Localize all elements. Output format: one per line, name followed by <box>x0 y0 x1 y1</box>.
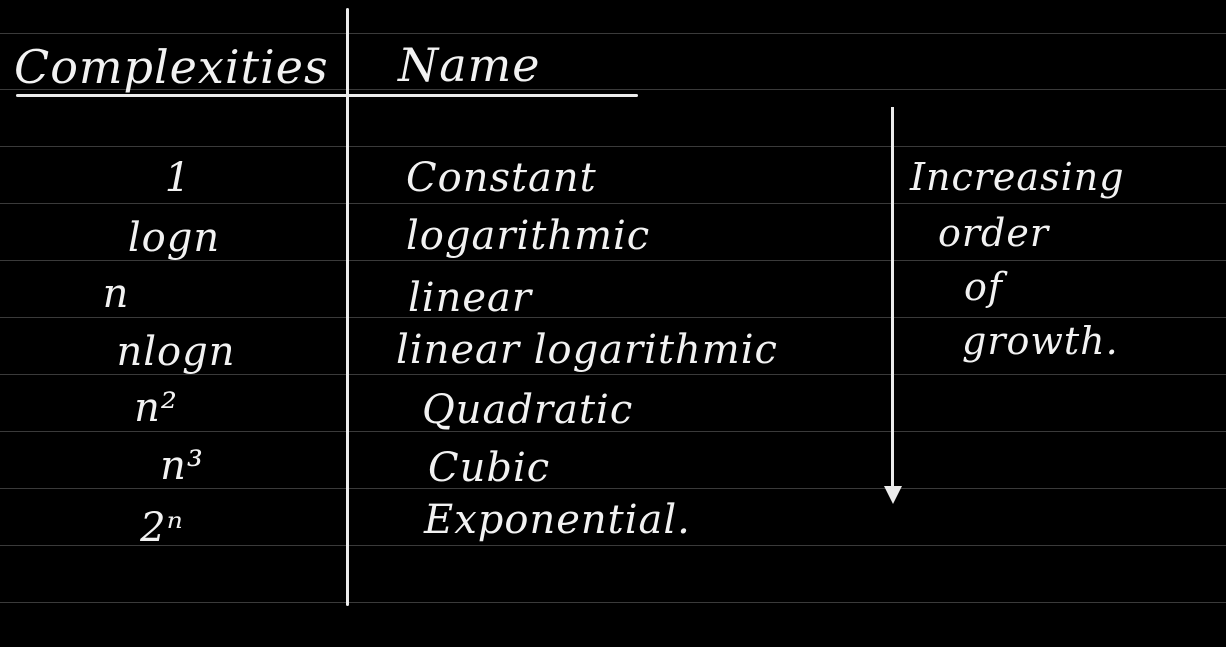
column-divider <box>346 8 349 606</box>
down-arrow-icon <box>891 107 894 491</box>
annotation-line: order <box>938 211 1050 255</box>
ruled-line <box>0 317 1226 318</box>
ruled-line <box>0 374 1226 375</box>
complexity-cell: n <box>102 271 130 317</box>
complexity-cell: n² <box>134 385 178 431</box>
name-cell: Exponential. <box>424 497 691 543</box>
complexity-cell: 1 <box>164 155 192 201</box>
ruled-line <box>0 431 1226 432</box>
header-underline <box>16 94 638 97</box>
ruled-line <box>0 488 1226 489</box>
complexity-cell: logn <box>127 215 221 261</box>
name-cell: Quadratic <box>422 387 634 433</box>
ruled-line <box>0 602 1226 603</box>
name-cell: linear <box>408 275 532 321</box>
name-cell: logarithmic <box>406 213 651 259</box>
ruled-line <box>0 33 1226 34</box>
name-cell: Cubic <box>428 445 551 491</box>
ruled-line <box>0 260 1226 261</box>
annotation-line: growth. <box>962 319 1119 363</box>
ruled-line <box>0 146 1226 147</box>
name-cell: Constant <box>406 155 597 201</box>
ruled-line <box>0 203 1226 204</box>
arrow-head-icon <box>884 486 902 504</box>
complexity-cell: nlogn <box>116 329 236 375</box>
ruled-line <box>0 89 1226 90</box>
name-cell: linear logarithmic <box>396 327 778 373</box>
complexity-cell: n³ <box>160 443 204 489</box>
header-complexities: Complexities <box>14 40 329 94</box>
ruled-line <box>0 545 1226 546</box>
annotation-line: of <box>964 265 1003 309</box>
annotation-line: Increasing <box>910 155 1125 199</box>
header-name: Name <box>398 38 541 92</box>
complexity-cell: 2ⁿ <box>140 505 184 551</box>
